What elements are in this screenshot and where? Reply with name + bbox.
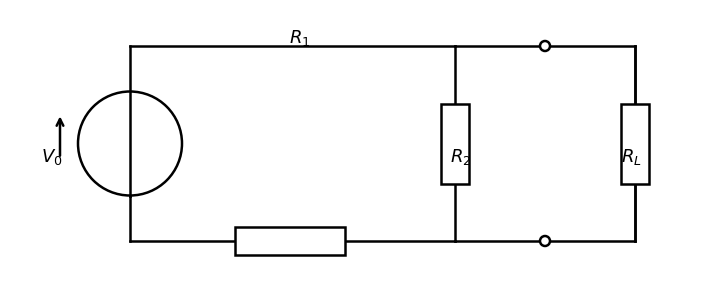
Circle shape: [78, 91, 182, 195]
Bar: [621, 104, 649, 184]
Text: $R_1$: $R_1$: [289, 28, 311, 49]
Circle shape: [540, 41, 550, 51]
Text: $V_0$: $V_0$: [41, 147, 62, 167]
Text: $R_L$: $R_L$: [621, 147, 643, 167]
Bar: [235, 227, 345, 255]
Bar: [441, 104, 469, 184]
Text: $R_2$: $R_2$: [450, 147, 471, 167]
Circle shape: [540, 236, 550, 246]
